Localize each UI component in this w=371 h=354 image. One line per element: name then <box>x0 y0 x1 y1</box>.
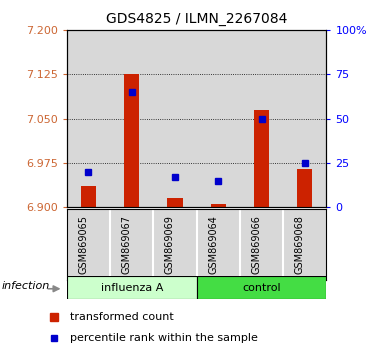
Text: infection: infection <box>1 281 50 291</box>
Text: percentile rank within the sample: percentile rank within the sample <box>70 332 258 343</box>
Title: GDS4825 / ILMN_2267084: GDS4825 / ILMN_2267084 <box>106 12 287 26</box>
Bar <box>124 74 139 207</box>
Text: GSM869065: GSM869065 <box>78 215 88 274</box>
Bar <box>197 276 326 299</box>
Text: GSM869064: GSM869064 <box>208 215 218 274</box>
Bar <box>283 30 326 207</box>
Bar <box>254 110 269 207</box>
Text: influenza A: influenza A <box>101 282 163 293</box>
Text: GSM869067: GSM869067 <box>122 215 132 274</box>
Bar <box>297 169 312 207</box>
Text: control: control <box>242 282 281 293</box>
Bar <box>81 187 96 207</box>
Bar <box>67 30 110 207</box>
Text: transformed count: transformed count <box>70 312 174 322</box>
Bar <box>153 30 197 207</box>
Bar <box>211 204 226 207</box>
Bar <box>167 198 183 207</box>
Bar <box>197 30 240 207</box>
Bar <box>67 276 197 299</box>
Text: GSM869068: GSM869068 <box>295 215 305 274</box>
Bar <box>240 30 283 207</box>
Text: GSM869069: GSM869069 <box>165 215 175 274</box>
Bar <box>110 30 153 207</box>
Text: GSM869066: GSM869066 <box>252 215 262 274</box>
